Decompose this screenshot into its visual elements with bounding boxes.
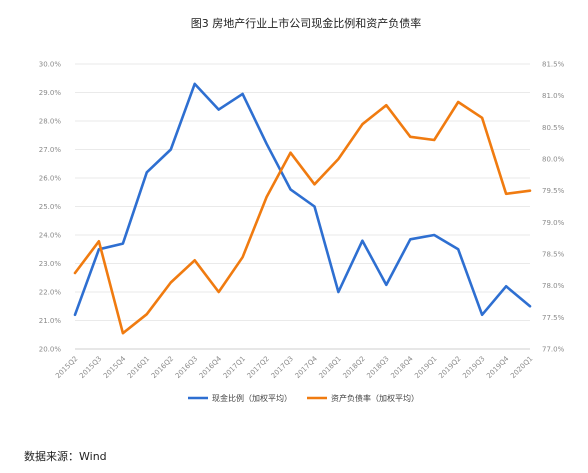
legend-label: 现金比例（加权平均） (212, 393, 292, 403)
x-tick-label: 2015Q4 (102, 354, 128, 380)
y-right-tick-label: 81.5% (542, 61, 565, 69)
legend: 现金比例（加权平均） 资产负债率（加权平均） (188, 393, 419, 403)
y-right-tick-label: 80.5% (542, 124, 565, 132)
x-tick-label: 2016Q3 (174, 355, 199, 380)
y-left-tick-label: 26.0% (39, 175, 62, 183)
series-line-1 (73, 82, 532, 317)
y-left-tick-label: 29.0% (39, 89, 62, 97)
x-tick-label: 2019Q2 (437, 355, 462, 380)
x-tick-label: 2019Q3 (461, 355, 486, 380)
y-left-tick-label: 25.0% (39, 203, 62, 211)
source-note: 数据来源：Wind (24, 450, 107, 463)
series-line-2 (73, 100, 532, 335)
y-left-tick-label: 23.0% (39, 260, 62, 268)
x-tick-label: 2020Q1 (509, 355, 534, 380)
gridlines (75, 63, 530, 350)
y-right-tick-label: 79.0% (542, 219, 565, 227)
y-left-tick-label: 27.0% (39, 146, 62, 154)
x-tick-label: 2018Q4 (389, 354, 415, 380)
x-tick-label: 2016Q2 (150, 355, 175, 380)
y-left-tick-label: 20.0% (39, 346, 62, 354)
y-left-tick-label: 22.0% (39, 289, 62, 297)
y-left-tick-label: 30.0% (39, 61, 62, 69)
x-tick-label: 2016Q1 (126, 355, 151, 380)
x-tick-label: 2017Q2 (246, 355, 271, 380)
legend-label: 资产负债率（加权平均） (331, 393, 419, 403)
y-right-tick-label: 77.0% (542, 346, 565, 354)
y-axis-right: 77.0% 77.5% 78.0% 78.5% 79.0% 79.5% 80.0% 80.5%… (542, 61, 565, 354)
y-right-tick-label: 80.0% (542, 156, 565, 164)
y-right-tick-label: 77.5% (542, 314, 565, 322)
y-left-tick-label: 28.0% (39, 118, 62, 126)
x-tick-label: 2018Q2 (341, 355, 366, 380)
x-tick-label: 2018Q1 (318, 355, 343, 380)
y-left-tick-label: 24.0% (39, 232, 62, 240)
x-tick-label: 2019Q4 (485, 354, 511, 380)
x-tick-label: 2018Q3 (365, 355, 390, 380)
x-tick-label: 2019Q1 (413, 355, 438, 380)
x-tick-label: 2017Q4 (294, 354, 320, 380)
x-tick-label: 2016Q4 (198, 354, 224, 380)
y-right-tick-label: 78.0% (542, 282, 565, 290)
y-axis-left: 20.0% 21.0% 22.0% 23.0% 24.0% 25.0% 26.0% 27.0%… (39, 61, 62, 354)
x-tick-label: 2017Q1 (222, 355, 247, 380)
series-lines (73, 82, 532, 335)
y-right-tick-label: 78.5% (542, 251, 565, 259)
chart-title: 图3 房地产行业上市公司现金比例和资产负债率 (191, 16, 422, 30)
y-right-tick-label: 79.5% (542, 187, 565, 195)
x-tick-label: 2015Q3 (78, 355, 103, 380)
x-axis: 2015Q22015Q32015Q42016Q12016Q22016Q32016… (54, 354, 534, 380)
y-right-tick-label: 81.0% (542, 92, 565, 100)
x-tick-label: 2015Q2 (54, 355, 79, 380)
x-tick-label: 2017Q3 (270, 355, 295, 380)
y-left-tick-label: 21.0% (39, 317, 62, 325)
